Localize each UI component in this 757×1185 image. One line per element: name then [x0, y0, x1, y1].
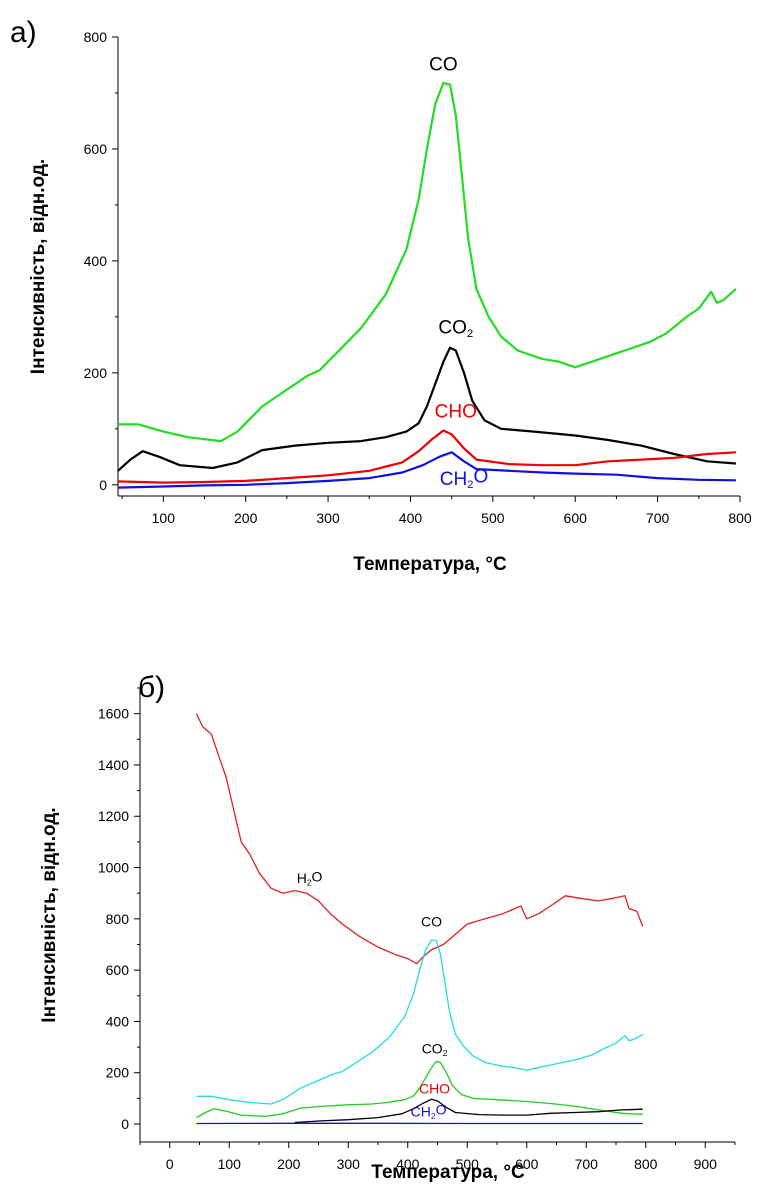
- series-line-cho: [294, 1098, 643, 1124]
- x-tick-label: 600: [515, 1156, 539, 1172]
- x-tick-label: 200: [234, 510, 258, 526]
- series-line-co2: [196, 1060, 643, 1119]
- panel-label: а): [10, 16, 37, 49]
- x-tick-label: 800: [728, 510, 752, 526]
- y-tick-label: 0: [99, 477, 107, 493]
- x-tick-label: 700: [646, 510, 670, 526]
- x-tick-label: 500: [456, 1156, 480, 1172]
- y-tick-label: 400: [106, 1013, 130, 1029]
- chart-panel-1: 0 200 400 600 800 100 200 300 400 500 600 700 800 Тем…: [10, 16, 752, 575]
- x-tick-label: 500: [481, 510, 505, 526]
- y-tick-label: 800: [106, 911, 130, 927]
- series-label-cho: CHO: [419, 1080, 450, 1096]
- series-label-co: CO: [429, 55, 458, 76]
- y-tick-label: 600: [84, 141, 108, 157]
- series-label-cho: CHO: [435, 402, 477, 423]
- y-tick-label: 800: [84, 29, 108, 45]
- y-axis-label: Інтенсивність, відн.од.: [39, 807, 60, 1022]
- series-line-ch2o: [117, 451, 736, 489]
- series-line-co: [196, 939, 644, 1105]
- x-axis-label: Температура, °C: [371, 1162, 525, 1183]
- x-tick-label: 400: [396, 1156, 420, 1172]
- x-tick-label: 100: [152, 510, 176, 526]
- y-tick-label: 600: [106, 962, 130, 978]
- x-tick-label: 200: [277, 1156, 301, 1172]
- y-tick-label: 400: [84, 253, 108, 269]
- chart-panel-2: 0 200 400 600 800 1000 1200 1400 1600 0 100 200 300 4…: [39, 671, 736, 1183]
- y-tick-label: 200: [106, 1065, 130, 1081]
- x-tick-label: 300: [337, 1156, 361, 1172]
- x-axis-label: Температура, °C: [353, 554, 507, 575]
- y-tick-label: 1000: [98, 860, 129, 876]
- y-axis-label: Інтенсивність, відн.од.: [28, 159, 49, 374]
- x-tick-label: 400: [399, 510, 423, 526]
- series-line-co: [118, 81, 737, 443]
- y-tick-label: 1600: [98, 706, 129, 722]
- series-label-h2o: H2O: [297, 868, 323, 887]
- series-line-cho: [117, 429, 736, 484]
- y-tick-label: 1400: [98, 757, 129, 773]
- series-label-co2: CO2: [438, 318, 473, 340]
- x-tick-label: 900: [694, 1156, 718, 1172]
- x-tick-label: 0: [166, 1156, 174, 1172]
- x-tick-label: 100: [218, 1156, 242, 1172]
- x-tick-label: 800: [634, 1156, 658, 1172]
- series-line-h2o: [195, 713, 644, 965]
- x-tick-label: 300: [316, 510, 340, 526]
- series-label-co2: CO2: [422, 1041, 448, 1059]
- x-tick-label: 600: [564, 510, 588, 526]
- y-tick-label: 0: [121, 1116, 129, 1132]
- series-line-co2: [117, 346, 736, 472]
- series-label-ch2o: CH2O: [440, 467, 489, 492]
- x-tick-label: 700: [575, 1156, 599, 1172]
- panel-label: б): [138, 671, 165, 704]
- series-label-ch2o: CH2O: [411, 1102, 447, 1121]
- y-tick-label: 200: [84, 365, 108, 381]
- series-label-co: CO: [421, 914, 442, 930]
- y-tick-label: 1200: [98, 808, 129, 824]
